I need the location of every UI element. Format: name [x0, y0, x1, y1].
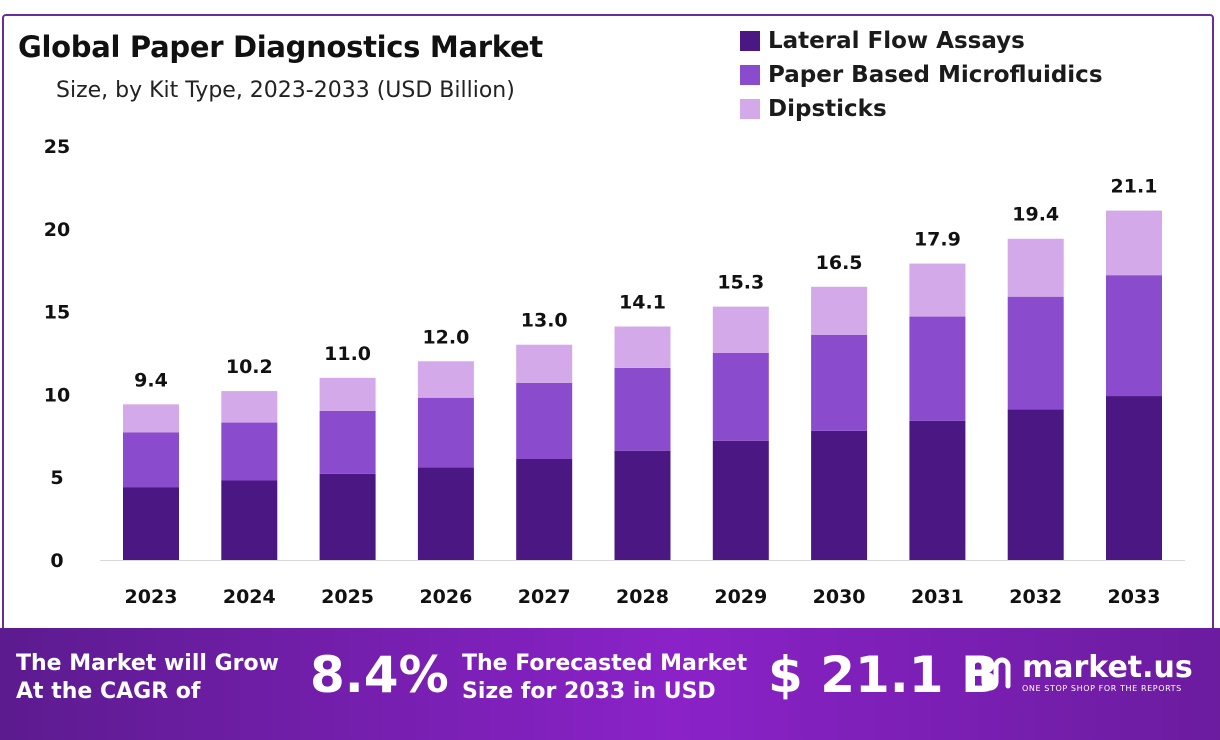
- bar-segment-paper-based-microfluidics: [1106, 275, 1162, 397]
- bar-segment-paper-based-microfluidics: [614, 367, 671, 451]
- bar-segment-dipsticks: [712, 306, 769, 353]
- bar-segment-dipsticks: [909, 263, 966, 317]
- legend-label-paper-based-microfluidics: Paper Based Microfluidics: [768, 62, 1103, 88]
- x-tick-label: 2023: [125, 586, 178, 608]
- legend-item-dipsticks: Dipsticks: [740, 92, 1103, 126]
- brand-name: market.us: [1022, 650, 1193, 685]
- bar-segment-paper-based-microfluidics: [221, 422, 278, 481]
- bar-segment-paper-based-microfluidics: [1007, 296, 1064, 410]
- cagr-value: 8.4%: [310, 646, 449, 704]
- bar-total-label: 13.0: [521, 310, 568, 332]
- x-tick-label: 2029: [714, 586, 767, 608]
- market-us-logo-icon: [969, 657, 1011, 691]
- bar-segment-dipsticks: [811, 286, 868, 335]
- legend-swatch-lateral-flow-assays: [740, 31, 760, 51]
- bar-segment-paper-based-microfluidics: [319, 410, 376, 474]
- x-tick-label: 2025: [321, 586, 374, 608]
- bar-total-label: 21.1: [1111, 176, 1158, 198]
- y-tick-label: 10: [44, 384, 70, 406]
- x-tick-label: 2024: [223, 586, 276, 608]
- y-tick-label: 15: [44, 302, 70, 324]
- footer-banner: The Market will Grow At the CAGR of 8.4%…: [0, 628, 1220, 740]
- forecast-text-line-1: The Forecasted Market: [462, 651, 748, 676]
- bar-segment-lateral-flow-assays: [614, 450, 671, 560]
- bar-total-label: 19.4: [1012, 204, 1059, 226]
- bar-total-label: 9.4: [134, 369, 168, 391]
- bar-segment-lateral-flow-assays: [123, 487, 179, 560]
- x-tick-label: 2033: [1108, 586, 1161, 608]
- cagr-text-line-1: The Market will Grow: [16, 651, 279, 676]
- bar-segment-paper-based-microfluidics: [811, 334, 868, 431]
- brand-tagline: ONE STOP SHOP FOR THE REPORTS: [1022, 684, 1182, 693]
- bar-segment-dipsticks: [1106, 210, 1162, 276]
- bar-segment-lateral-flow-assays: [1007, 409, 1064, 560]
- bar-segment-lateral-flow-assays: [221, 480, 278, 560]
- bar-segment-paper-based-microfluidics: [417, 397, 474, 468]
- x-tick-label: 2032: [1009, 586, 1062, 608]
- bar-segment-paper-based-microfluidics: [516, 382, 573, 459]
- legend: Lateral Flow Assays Paper Based Microflu…: [740, 24, 1103, 126]
- forecast-value: $ 21.1 B: [768, 646, 1000, 704]
- bar-segment-dipsticks: [123, 404, 179, 433]
- legend-item-paper-based-microfluidics: Paper Based Microfluidics: [740, 58, 1103, 92]
- bar-total-label: 16.5: [816, 252, 863, 274]
- x-tick-label: 2031: [911, 586, 964, 608]
- bar-segment-paper-based-microfluidics: [123, 432, 179, 488]
- bar-total-label: 14.1: [619, 292, 666, 314]
- bar-segment-lateral-flow-assays: [516, 458, 573, 560]
- legend-swatch-paper-based-microfluidics: [740, 65, 760, 85]
- bar-segment-dipsticks: [1007, 238, 1064, 297]
- bar-total-label: 15.3: [717, 272, 764, 294]
- bar-segment-dipsticks: [516, 344, 573, 383]
- bar-segment-dipsticks: [319, 377, 376, 411]
- legend-label-lateral-flow-assays: Lateral Flow Assays: [768, 28, 1025, 54]
- legend-swatch-dipsticks: [740, 99, 760, 119]
- stacked-bar-chart: 05101520259.4202310.2202411.0202512.0202…: [44, 136, 1185, 608]
- forecast-text: The Forecasted Market Size for 2033 in U…: [462, 650, 747, 706]
- bar-total-label: 12.0: [422, 326, 469, 348]
- legend-item-lateral-flow-assays: Lateral Flow Assays: [740, 24, 1103, 58]
- chart-title: Global Paper Diagnostics Market: [18, 30, 543, 64]
- bar-segment-paper-based-microfluidics: [909, 316, 966, 421]
- bar-segment-lateral-flow-assays: [417, 467, 474, 560]
- bar-segment-lateral-flow-assays: [811, 430, 868, 560]
- bar-segment-dipsticks: [221, 391, 278, 423]
- legend-label-dipsticks: Dipsticks: [768, 96, 887, 122]
- y-tick-label: 20: [44, 219, 70, 241]
- bar-total-label: 11.0: [324, 343, 371, 365]
- bar-segment-dipsticks: [417, 361, 474, 398]
- bar-segment-lateral-flow-assays: [319, 473, 376, 560]
- bar-total-label: 10.2: [226, 356, 273, 378]
- bar-segment-paper-based-microfluidics: [712, 353, 769, 441]
- bar-segment-lateral-flow-assays: [1106, 396, 1162, 560]
- bar-segment-lateral-flow-assays: [712, 440, 769, 560]
- x-tick-label: 2027: [518, 586, 571, 608]
- brand-logo: market.us ONE STOP SHOP FOR THE REPORTS: [966, 652, 1193, 696]
- bar-total-label: 17.9: [914, 229, 961, 251]
- x-tick-label: 2030: [813, 586, 866, 608]
- bar-segment-lateral-flow-assays: [909, 420, 966, 560]
- forecast-text-line-2: Size for 2033 in USD: [462, 679, 716, 704]
- y-tick-label: 0: [50, 550, 63, 572]
- cagr-text: The Market will Grow At the CAGR of: [16, 650, 279, 706]
- y-tick-label: 25: [44, 136, 70, 158]
- y-tick-label: 5: [50, 467, 63, 489]
- cagr-text-line-2: At the CAGR of: [16, 679, 201, 704]
- x-tick-label: 2026: [419, 586, 472, 608]
- bar-segment-dipsticks: [614, 326, 671, 368]
- x-tick-label: 2028: [616, 586, 669, 608]
- chart-subtitle: Size, by Kit Type, 2023-2033 (USD Billio…: [56, 78, 515, 103]
